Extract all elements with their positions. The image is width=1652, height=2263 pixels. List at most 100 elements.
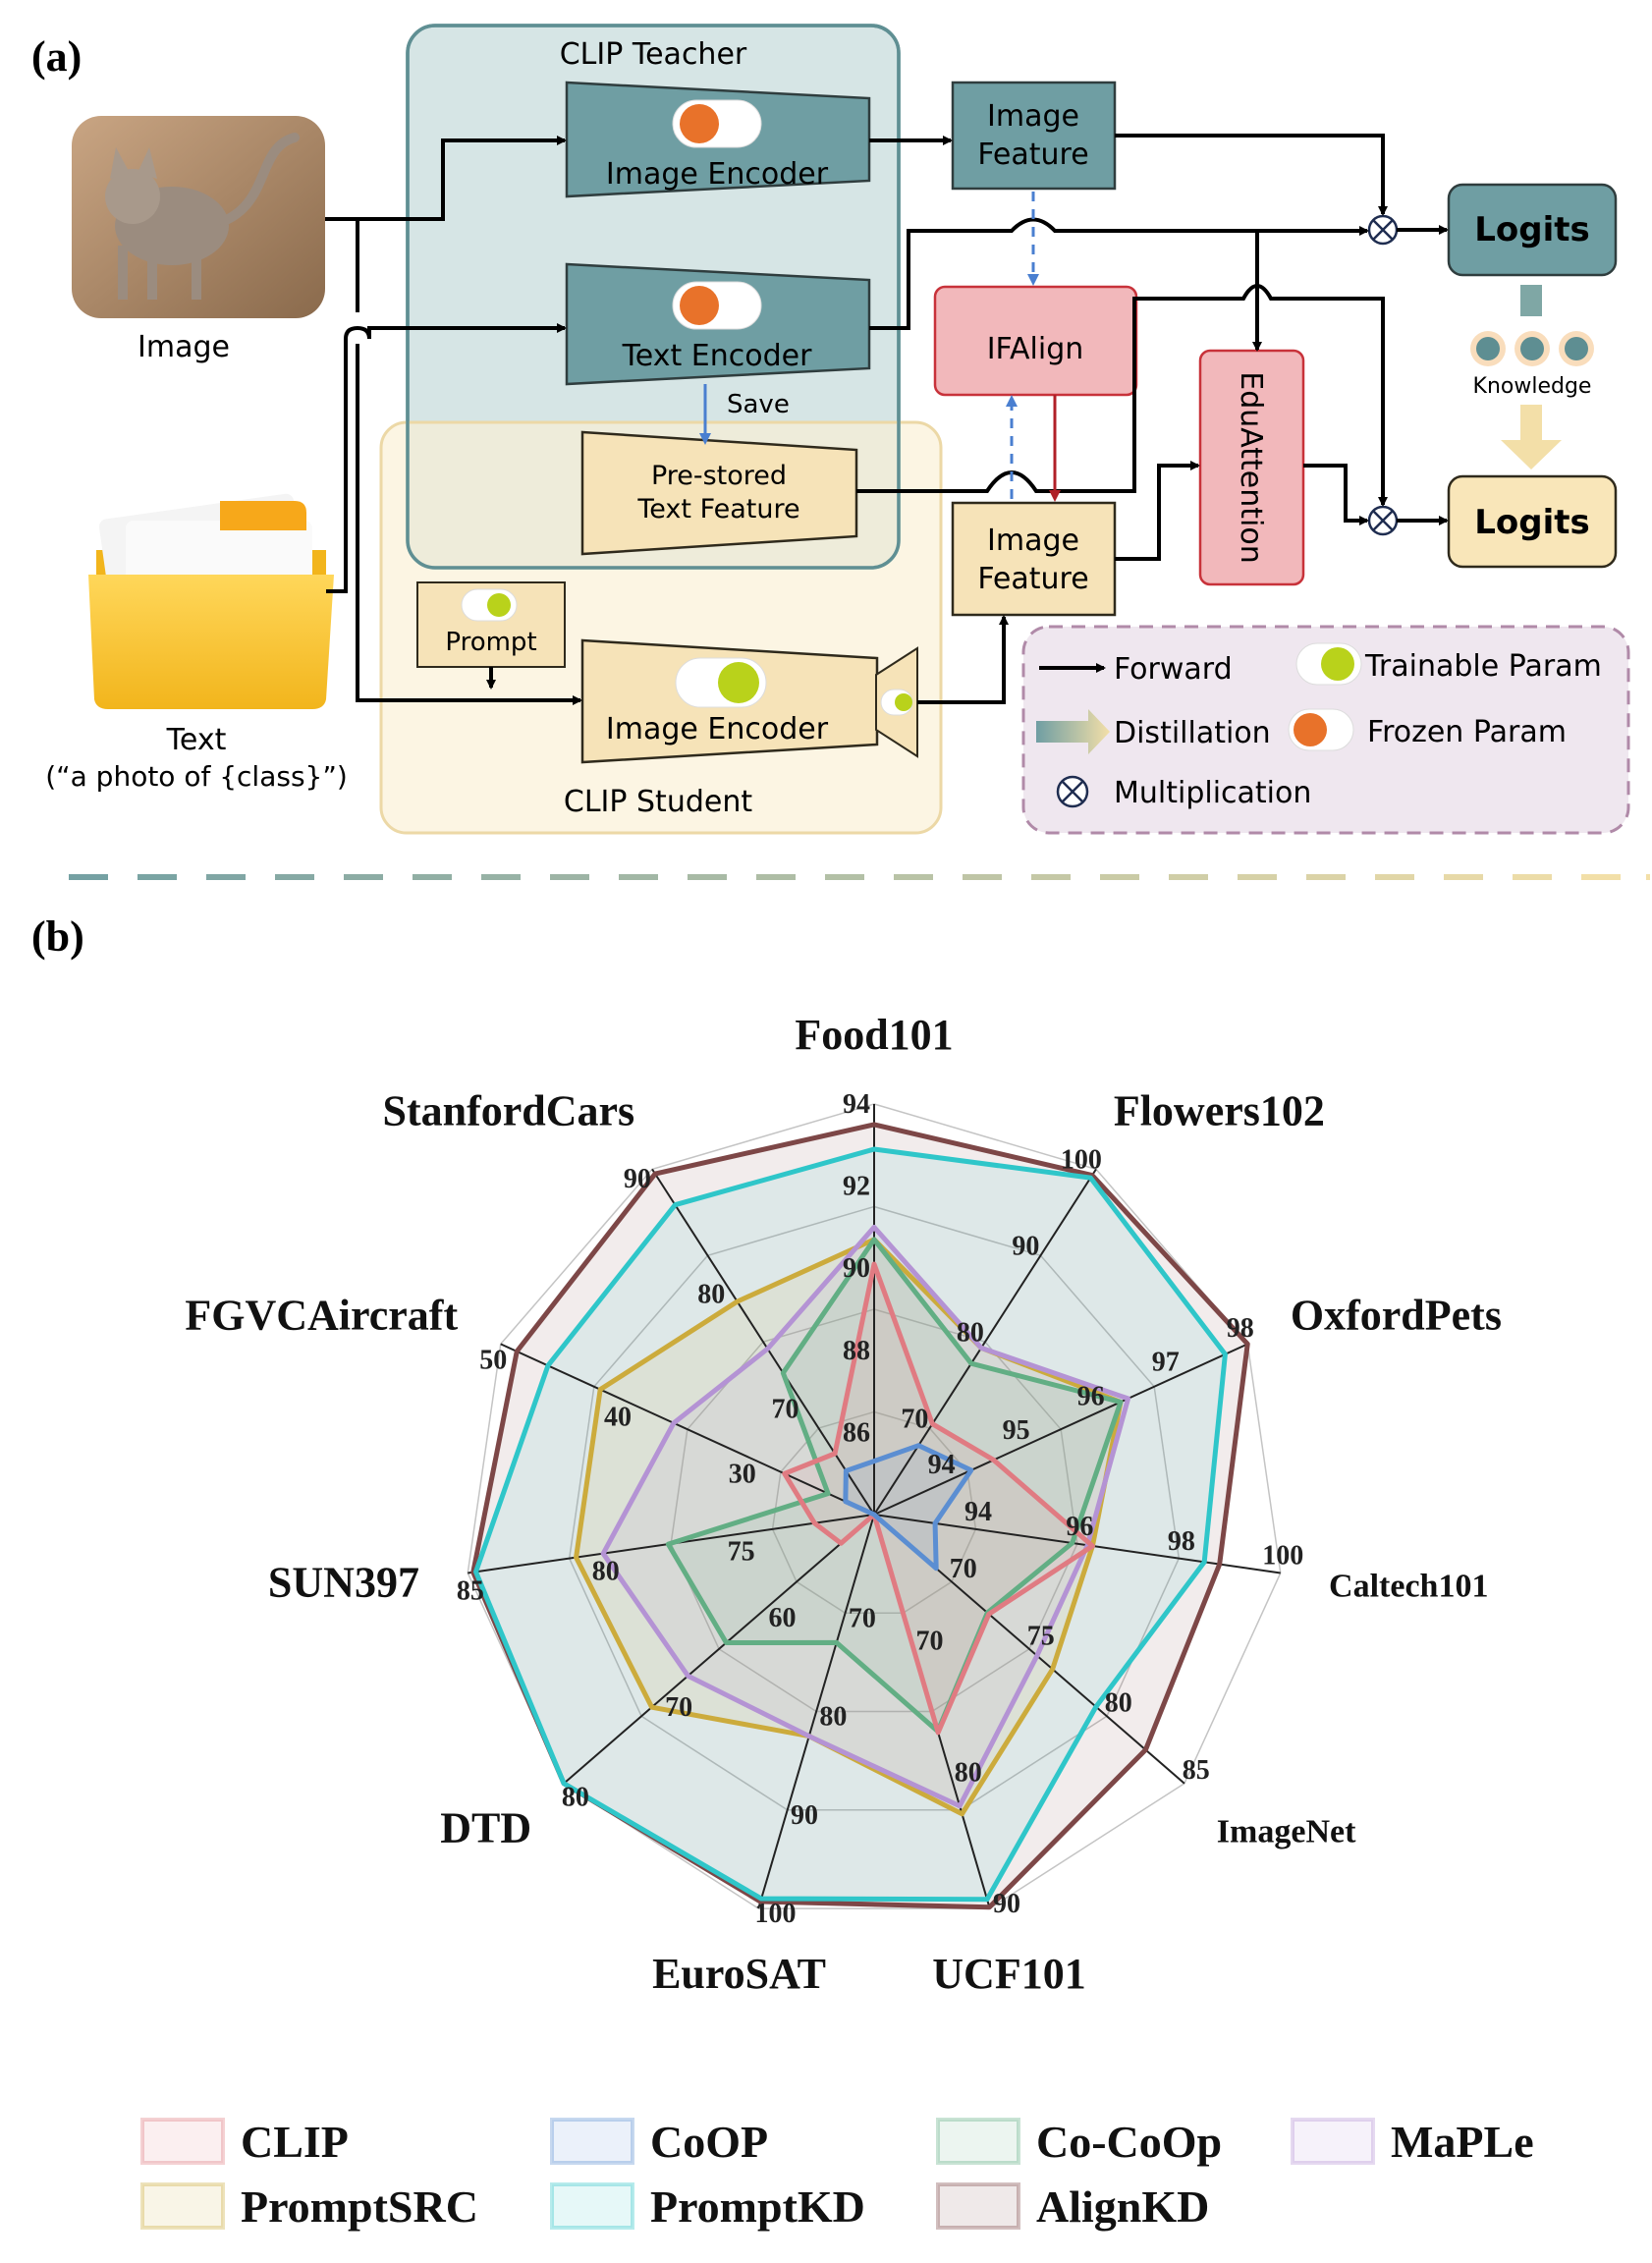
legend-frozen-label: Frozen Param [1367, 715, 1567, 749]
radar-tick-label: 75 [1027, 1621, 1055, 1651]
radar-axis-name: SUN397 [268, 1558, 419, 1606]
multiplication-node [1367, 505, 1399, 536]
radar-tick-label: 70 [950, 1554, 977, 1584]
legend-trainable-icon [1295, 642, 1362, 686]
legend-label-coop: CoOP [650, 2117, 768, 2167]
radar-tick-label: 90 [843, 1253, 870, 1284]
radar-axis-name: OxfordPets [1291, 1291, 1502, 1339]
legend-multiplication-icon [1056, 775, 1089, 808]
radar-tick-label: 86 [843, 1417, 870, 1448]
legend-swatch-co-coop [936, 2118, 1020, 2165]
knowledge-dots [1470, 331, 1594, 366]
radar-tick-label: 94 [928, 1450, 956, 1480]
radar-tick-label: 40 [604, 1403, 632, 1433]
radar-axis-name: DTD [440, 1804, 531, 1852]
radar-tick-label: 70 [849, 1603, 876, 1633]
forward-arrows [325, 134, 1449, 705]
legend-label-alignkd: AlignKD [1036, 2181, 1209, 2232]
radar-tick-label: 100 [1262, 1541, 1303, 1572]
legend-multiplication-label: Multiplication [1114, 776, 1311, 810]
series-line-promptsrc [574, 1237, 1124, 1817]
radar-axis-line [873, 1343, 1248, 1516]
series-line-co-coop [665, 1237, 1124, 1735]
trainable-param-icon [461, 588, 518, 622]
panel-a: (a) CLIP Teacher CLIP Student Image [31, 24, 1630, 835]
radar-axis-name: ImageNet [1217, 1814, 1356, 1850]
radar-axis-name: EuroSAT [652, 1950, 826, 1998]
legend-label-promptkd: PromptKD [650, 2181, 865, 2232]
series-area-promptsrc [576, 1239, 1121, 1814]
image-label: Image [138, 330, 230, 364]
radar-tick-label: 80 [592, 1556, 620, 1586]
radar-axis-line [757, 1514, 875, 1909]
series-area-co-coop [668, 1239, 1121, 1732]
radar-tick-label: 85 [1183, 1755, 1210, 1786]
radar-tick-label: 90 [624, 1164, 651, 1194]
prestored-line1: Pre-stored [651, 461, 787, 491]
legend-frozen-icon [1288, 708, 1354, 751]
save-label: Save [727, 390, 790, 419]
series-line-clip [782, 1261, 1095, 1736]
radar-axis-name: Caltech101 [1329, 1568, 1488, 1604]
legend-swatch-alignkd [936, 2182, 1020, 2230]
legend-label-co-coop: Co-CoOp [1036, 2117, 1222, 2167]
panel-b-label: (b) [31, 912, 84, 961]
radar-tick-label: 80 [1105, 1688, 1132, 1719]
trainable-param-icon [675, 657, 767, 708]
series-line-promptkd [473, 1146, 1228, 1903]
radar-tick-label: 75 [728, 1537, 755, 1568]
radar-grid-ring [670, 1308, 1078, 1713]
radar-axis-line [500, 1343, 875, 1516]
student-logits [1447, 474, 1618, 569]
radar-tick-label: 92 [843, 1172, 870, 1202]
radar-axis-name: FGVCAircraft [185, 1291, 458, 1339]
radar-grid-ring [568, 1205, 1181, 1811]
legend-label-maple: MaPLe [1391, 2117, 1534, 2167]
teacher-logits-label: Logits [1474, 210, 1590, 249]
legend-swatch-maple [1291, 2118, 1375, 2165]
legend-swatch-promptsrc [140, 2182, 225, 2230]
multiplication-node [1367, 214, 1399, 246]
legend-label-clip: CLIP [241, 2117, 349, 2167]
legend-label-promptsrc: PromptSRC [241, 2181, 478, 2232]
legend-distillation-arrow [1036, 709, 1110, 754]
teacher-feature-line2: Feature [977, 138, 1088, 172]
series-line-coop [843, 1443, 974, 1572]
radar-tick-label: 50 [479, 1346, 507, 1376]
radar-tick-label: 95 [1003, 1415, 1030, 1446]
distillation-stem [1520, 285, 1542, 316]
trainable-param-icon [880, 689, 913, 716]
knowledge-label: Knowledge [1473, 374, 1592, 399]
prestored-text-feature [580, 430, 858, 556]
input-image [72, 116, 325, 318]
radar-tick-label: 80 [957, 1317, 984, 1348]
prestored-line2: Text Feature [636, 494, 799, 524]
teacher-feature-line1: Image [987, 99, 1079, 134]
teacher-container-outline [406, 24, 901, 570]
text-prompt: (“a photo of {class}”) [45, 760, 348, 793]
series-line-alignkd [470, 1122, 1250, 1910]
student-feature-line1: Image [987, 524, 1079, 558]
radar-tick-label: 70 [772, 1395, 799, 1425]
ifalign-label: IFAlign [987, 332, 1084, 366]
radar-tick-label: 60 [768, 1603, 796, 1633]
radar-tick-label: 97 [1152, 1348, 1180, 1378]
radar-tick-label: 100 [1061, 1145, 1102, 1176]
radar-tick-label: 94 [843, 1089, 870, 1120]
prompt-label: Prompt [445, 628, 536, 657]
series-line-maple [600, 1224, 1131, 1809]
radar-tick-label: 96 [1066, 1512, 1093, 1542]
legend-trainable-label: Trainable Param [1364, 649, 1602, 684]
chart-legend: CLIP CoOP Co-CoOp MaPLe PromptSRC PromptKD Ali… [140, 2117, 1534, 2232]
eduattention-label: EduAttention [1234, 371, 1268, 563]
legend-swatch-coop [550, 2118, 634, 2165]
student-image-feature [951, 501, 1117, 617]
radar-tick-label: 80 [819, 1702, 847, 1733]
series-area-coop [845, 1445, 971, 1569]
radar-tick-label: 80 [697, 1279, 725, 1309]
frozen-param-icon [672, 281, 762, 330]
radar-tick-label: 98 [1168, 1526, 1195, 1557]
